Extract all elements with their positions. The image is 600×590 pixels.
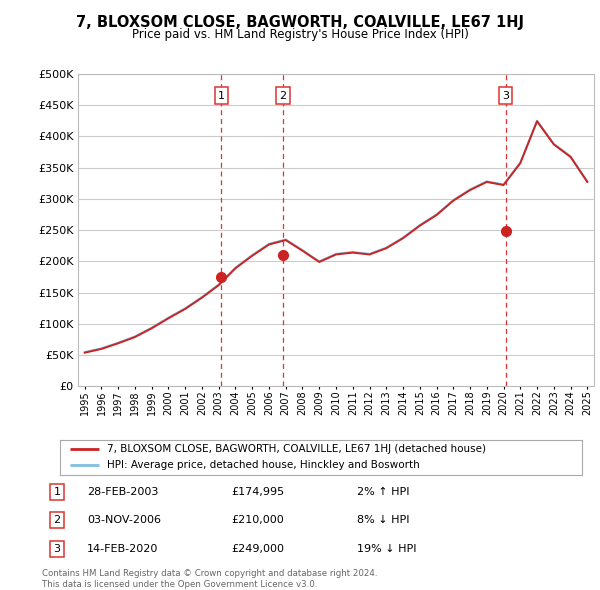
Text: 1: 1 — [218, 91, 225, 101]
Text: Contains HM Land Registry data © Crown copyright and database right 2024.: Contains HM Land Registry data © Crown c… — [42, 569, 377, 578]
Text: 2% ↑ HPI: 2% ↑ HPI — [357, 487, 409, 497]
Text: Price paid vs. HM Land Registry's House Price Index (HPI): Price paid vs. HM Land Registry's House … — [131, 28, 469, 41]
Text: £174,995: £174,995 — [231, 487, 284, 497]
Text: 7, BLOXSOM CLOSE, BAGWORTH, COALVILLE, LE67 1HJ: 7, BLOXSOM CLOSE, BAGWORTH, COALVILLE, L… — [76, 15, 524, 30]
Text: HPI: Average price, detached house, Hinckley and Bosworth: HPI: Average price, detached house, Hinc… — [107, 460, 420, 470]
Text: 8% ↓ HPI: 8% ↓ HPI — [357, 516, 409, 525]
Text: £210,000: £210,000 — [231, 516, 284, 525]
Text: £249,000: £249,000 — [231, 544, 284, 553]
Text: 28-FEB-2003: 28-FEB-2003 — [87, 487, 158, 497]
Text: 1: 1 — [53, 487, 61, 497]
Text: 3: 3 — [502, 91, 509, 101]
Text: 14-FEB-2020: 14-FEB-2020 — [87, 544, 158, 553]
Text: 2: 2 — [53, 516, 61, 525]
Text: 2: 2 — [280, 91, 287, 101]
Text: 3: 3 — [53, 544, 61, 553]
Text: 19% ↓ HPI: 19% ↓ HPI — [357, 544, 416, 553]
Text: 03-NOV-2006: 03-NOV-2006 — [87, 516, 161, 525]
Text: 7, BLOXSOM CLOSE, BAGWORTH, COALVILLE, LE67 1HJ (detached house): 7, BLOXSOM CLOSE, BAGWORTH, COALVILLE, L… — [107, 444, 486, 454]
Text: This data is licensed under the Open Government Licence v3.0.: This data is licensed under the Open Gov… — [42, 581, 317, 589]
